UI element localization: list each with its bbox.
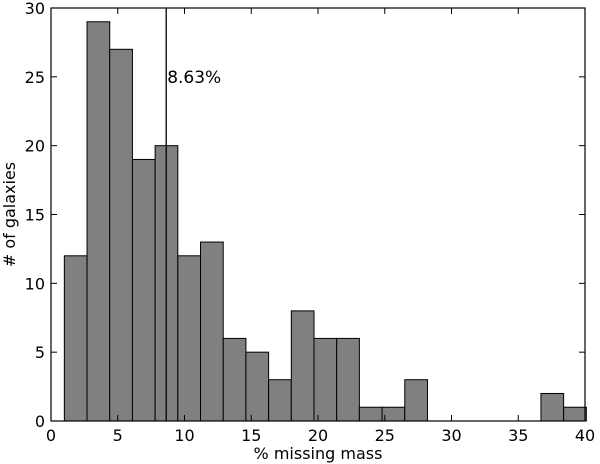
histogram-bar-12 [336, 337, 360, 422]
reference-line-label: 8.63% [167, 68, 221, 88]
histogram-bar-22 [563, 406, 587, 422]
y-tick-label: 10 [25, 274, 45, 293]
histogram-bar-8 [245, 351, 270, 422]
histogram-bar-13 [358, 406, 383, 422]
histogram-bar-9 [268, 379, 292, 422]
histogram-bar-7 [222, 337, 247, 422]
histogram-bar-14 [381, 406, 406, 422]
x-tick-label: 0 [46, 426, 56, 445]
x-tick-label: 25 [375, 426, 395, 445]
y-tick-label: 5 [35, 343, 45, 362]
x-tick-label: 20 [308, 426, 328, 445]
y-tick-label: 25 [25, 68, 45, 87]
histogram-bar-1 [86, 21, 111, 422]
x-tick-label: 30 [441, 426, 461, 445]
y-tick-label: 0 [35, 412, 45, 431]
x-tick-label: 40 [575, 426, 595, 445]
x-tick-label: 10 [174, 426, 194, 445]
histogram-bars [63, 21, 587, 422]
histogram-bar-21 [540, 392, 565, 422]
histogram-bar-6 [200, 241, 224, 422]
histogram-bar-3 [131, 158, 156, 422]
histogram-bar-10 [290, 310, 315, 422]
histogram-bar-15 [404, 379, 428, 422]
histogram-bar-11 [313, 337, 338, 422]
x-tick-label: 5 [113, 426, 123, 445]
y-axis-label: # of galaxies [0, 162, 19, 267]
x-tick-label: 15 [241, 426, 261, 445]
histogram-bar-2 [109, 48, 133, 422]
y-axis-ticks: 0 5 10 15 20 25 30 [25, 0, 585, 431]
x-axis-ticks: 0 5 10 15 20 25 30 35 40 [46, 8, 595, 445]
y-tick-label: 15 [25, 206, 45, 225]
histogram-bar-0 [63, 255, 88, 422]
y-tick-label: 20 [25, 137, 45, 156]
y-tick-label: 30 [25, 0, 45, 18]
x-axis-label: % missing mass [254, 444, 383, 463]
histogram-bar-5 [177, 255, 202, 422]
x-tick-label: 35 [508, 426, 528, 445]
